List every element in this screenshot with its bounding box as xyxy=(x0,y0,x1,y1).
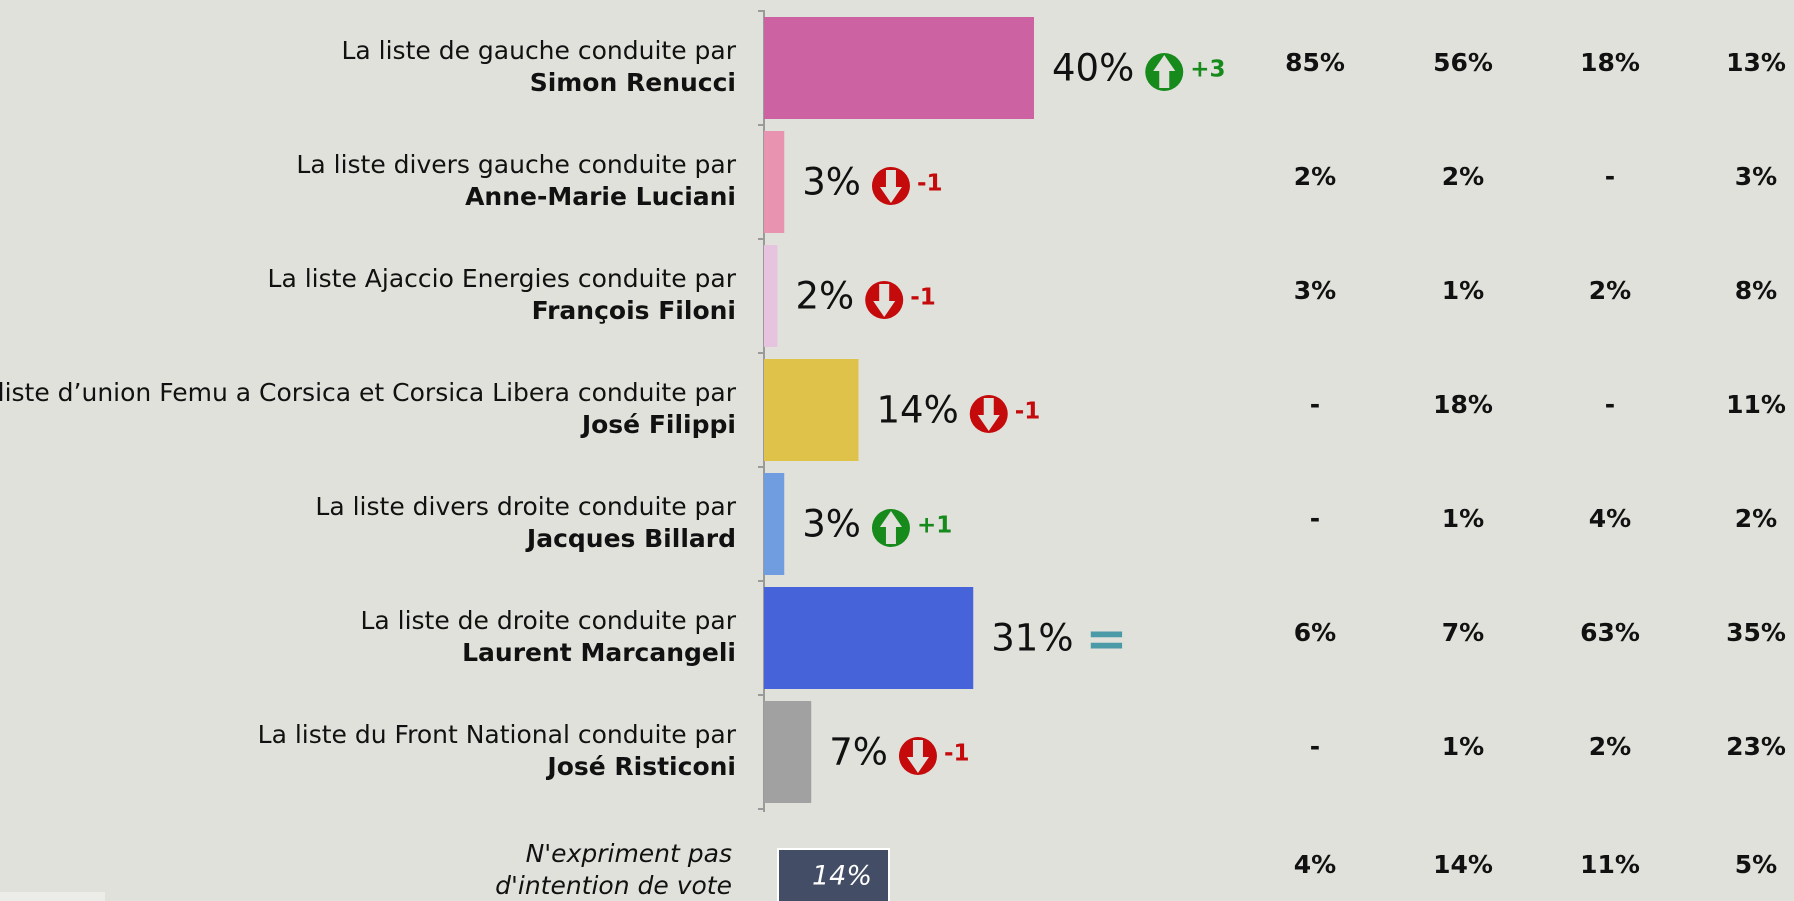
arrow-down-icon xyxy=(871,167,910,205)
table-cell: 18% xyxy=(1580,48,1640,77)
bar xyxy=(764,17,1034,119)
table-cell: 2% xyxy=(1589,732,1631,761)
table-cell: 35% xyxy=(1726,618,1786,647)
arrow-down-icon xyxy=(865,281,904,319)
table-cell: 5% xyxy=(1735,850,1777,879)
bar xyxy=(764,131,785,233)
table-cell: 18% xyxy=(1433,390,1493,419)
value-label: 3% xyxy=(802,503,861,546)
icon-arrow xyxy=(906,740,929,773)
value-label: 31% xyxy=(991,617,1073,660)
category-name: José Filippi xyxy=(580,410,736,439)
no-opinion-box xyxy=(777,848,890,901)
no-opinion-label: d'intention de vote xyxy=(495,871,732,900)
change-label: -1 xyxy=(917,171,943,197)
icon-arrow xyxy=(879,511,902,544)
arrow-up-icon xyxy=(871,509,910,547)
table-cell: 63% xyxy=(1580,618,1640,647)
value-label: 7% xyxy=(829,731,888,774)
bar xyxy=(764,359,859,461)
change-label: +3 xyxy=(1190,57,1225,83)
bar xyxy=(764,587,974,689)
category-name: Jacques Billard xyxy=(525,524,736,553)
table-cell: 8% xyxy=(1735,276,1777,305)
change-label: +1 xyxy=(917,513,952,539)
no-opinion-value: 14% xyxy=(812,861,872,892)
category-name: Anne-Marie Luciani xyxy=(465,182,736,211)
corner-box xyxy=(0,892,105,901)
table-cell: 3% xyxy=(1294,276,1336,305)
arrow-up-icon xyxy=(1145,53,1184,91)
value-label: 2% xyxy=(796,275,855,318)
table-cell: 2% xyxy=(1294,162,1336,191)
table-cell: 2% xyxy=(1442,162,1484,191)
category-name: José Risticoni xyxy=(545,752,736,781)
value-label: 3% xyxy=(802,161,861,204)
table-cell: 2% xyxy=(1735,504,1777,533)
category-prefix: La liste de gauche conduite par xyxy=(341,36,736,65)
icon-arrow xyxy=(977,398,1000,431)
category-prefix: La liste Ajaccio Energies conduite par xyxy=(268,264,737,293)
change-equal: = xyxy=(1086,610,1128,668)
table-cell: 6% xyxy=(1294,618,1336,647)
category-prefix: La liste divers droite conduite par xyxy=(315,492,736,521)
icon-arrow xyxy=(873,284,896,317)
table-cell: 11% xyxy=(1726,390,1786,419)
table-cell: 1% xyxy=(1442,732,1484,761)
value-label: 14% xyxy=(877,389,959,432)
table-cell: - xyxy=(1310,732,1320,761)
table-cell: 1% xyxy=(1442,276,1484,305)
category-name: Simon Renucci xyxy=(530,68,736,97)
bar xyxy=(764,701,812,803)
table-cell: 2% xyxy=(1589,276,1631,305)
category-prefix: La liste de droite conduite par xyxy=(360,606,736,635)
change-label: -1 xyxy=(944,741,970,767)
table-cell: 3% xyxy=(1735,162,1777,191)
table-cell: 85% xyxy=(1285,48,1345,77)
arrow-down-icon xyxy=(969,395,1008,433)
table-cell: 14% xyxy=(1433,850,1493,879)
table-cell: - xyxy=(1605,162,1615,191)
table-cell: 11% xyxy=(1580,850,1640,879)
table-cell: 56% xyxy=(1433,48,1493,77)
table-cell: 4% xyxy=(1589,504,1631,533)
table-cell: 23% xyxy=(1726,732,1786,761)
table-cell: - xyxy=(1605,390,1615,419)
category-prefix: La liste divers gauche conduite par xyxy=(296,150,736,179)
value-label: 40% xyxy=(1052,47,1134,90)
category-prefix: La liste d’union Femu a Corsica et Corsi… xyxy=(0,378,737,407)
table-cell: 4% xyxy=(1294,850,1336,879)
category-name: François Filoni xyxy=(532,296,736,325)
category-prefix: La liste du Front National conduite par xyxy=(258,720,737,749)
no-opinion-label: N'expriment pas xyxy=(526,839,732,868)
bar xyxy=(764,473,785,575)
table-cell: 1% xyxy=(1442,504,1484,533)
category-name: Laurent Marcangeli xyxy=(462,638,736,667)
arrow-down-icon xyxy=(898,737,937,775)
change-label: -1 xyxy=(1015,399,1041,425)
table-cell: - xyxy=(1310,390,1320,419)
icon-arrow xyxy=(1153,55,1176,88)
change-label: -1 xyxy=(910,285,936,311)
table-cell: 13% xyxy=(1726,48,1786,77)
table-cell: - xyxy=(1310,504,1320,533)
bar xyxy=(764,245,778,347)
icon-arrow xyxy=(879,170,902,203)
table-cell: 7% xyxy=(1442,618,1484,647)
